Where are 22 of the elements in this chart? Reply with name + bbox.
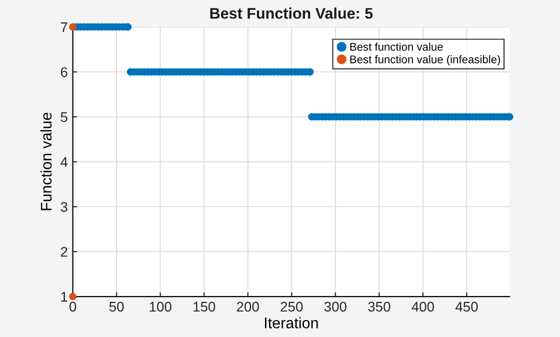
x-tick-label: 450 [455, 302, 478, 312]
x-tick-label: 150 [194, 302, 216, 312]
x-tick-label: 50 [109, 302, 124, 312]
y-tick-label: 2 [60, 246, 68, 257]
x-tick-label: 300 [324, 302, 346, 312]
x-tick-label: 200 [236, 302, 259, 312]
x-tick-label: 0 [69, 302, 76, 312]
legend-label: Best function value (infeasible) [350, 55, 500, 66]
x-axis-title: Iteration [265, 317, 318, 328]
y-tick-label: 3 [60, 202, 68, 212]
y-axis-title: Function value [40, 112, 52, 210]
y-tick-label: 6 [60, 67, 68, 78]
y-tick-label: 5 [60, 112, 68, 122]
legend-label: Best function value [350, 42, 443, 51]
y-tick-label: 4 [60, 157, 68, 167]
y-tick-label: 1 [61, 292, 68, 302]
x-tick-label: 100 [150, 302, 172, 312]
chart-title: Best Function Value: 5 [210, 8, 373, 19]
x-tick-label: 350 [368, 302, 390, 312]
y-tick-label: 7 [60, 22, 68, 32]
x-tick-label: 400 [412, 302, 434, 312]
x-tick-label: 250 [280, 302, 303, 312]
